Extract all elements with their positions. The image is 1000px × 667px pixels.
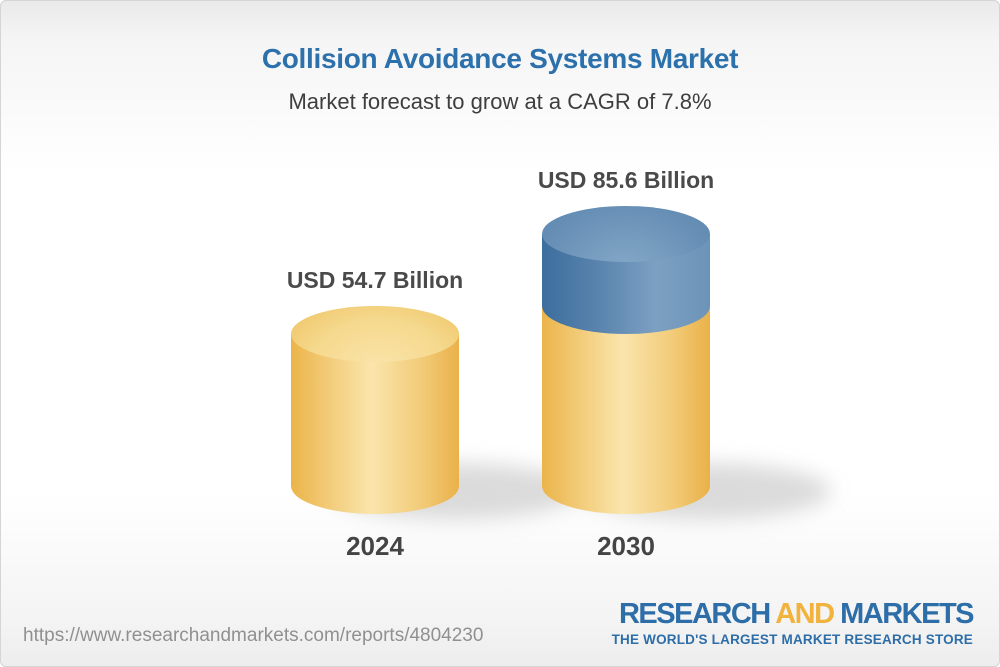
page-subtitle: Market forecast to grow at a CAGR of 7.8… [288,89,712,114]
brand-logo-tagline: THE WORLD'S LARGEST MARKET RESEARCH STOR… [611,632,973,647]
x-axis-label-2030: 2030 [597,531,655,561]
cylinder-2030-top-face [542,206,710,262]
page-title: Collision Avoidance Systems Market [261,43,739,74]
value-label-2030: USD 85.6 Billion [537,167,715,193]
cylinder-2024-top-face [291,306,459,362]
cylinder-2030-base-segment [542,306,710,514]
x-axis-label-2024: 2024 [346,531,404,561]
logo-word-research: RESEARCH [618,598,771,630]
brand-logo-wordmark: RESEARCH AND MARKETS [612,598,975,631]
footer-url: https://www.researchandmarkets.com/repor… [23,625,484,646]
logo-word-and: AND [775,598,835,630]
logo-word-markets: MARKETS [840,598,974,630]
brand-logo: RESEARCH AND MARKETS THE WORLD'S LARGEST… [611,598,975,647]
value-label-2024: USD 54.7 Billion [286,267,464,293]
cylinder-2024-body [291,334,459,514]
